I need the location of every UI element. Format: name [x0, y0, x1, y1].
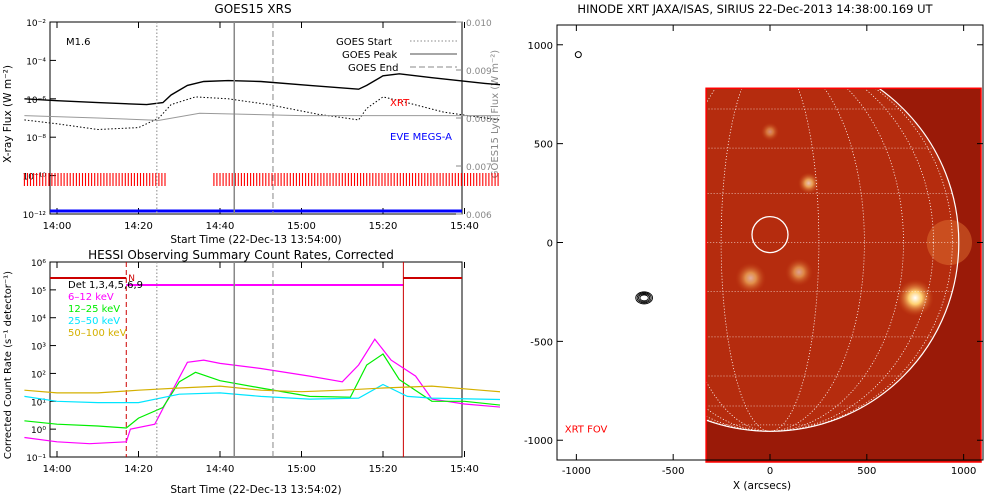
xrt-contour — [638, 293, 651, 303]
hessi-series-line — [24, 383, 500, 404]
xrt-xtick-label: -1000 — [562, 466, 591, 477]
xrt-xlabel: X (arcsecs) — [733, 480, 791, 492]
xrt-bright-region — [896, 279, 934, 317]
goes-y2tick-label: 0.009 — [466, 67, 492, 77]
goes-ytick-label: 10⁻⁸ — [26, 134, 46, 144]
goes-xrt-coverage-bars — [23, 173, 499, 186]
goes-xtick-label: 14:20 — [124, 221, 153, 232]
hessi-plot-area: 14:00 14:20 14:40 15:00 15:20 15:40 10⁶ 10⁵ 10⁴ 1… — [24, 259, 500, 475]
hessi-title: HESSI Observing Summary Count Rates, Cor… — [88, 248, 394, 262]
goes-ytick-label: 10⁻⁶ — [26, 96, 46, 106]
goes-xtick-label: 14:40 — [206, 221, 235, 232]
hessi-xtick-label: 14:40 — [206, 464, 235, 475]
goes-legend-label: GOES Start — [336, 37, 392, 48]
hessi-xlabel: Start Time (22-Dec-13 13:54:02) — [170, 484, 341, 496]
goes-xtick-label: 15:00 — [287, 221, 316, 232]
goes-xtick-label: 15:40 — [450, 221, 479, 232]
hessi-xtick-label: 15:40 — [450, 464, 479, 475]
goes-title: GOES15 XRS — [214, 2, 291, 16]
goes-xtick-label: 15:20 — [369, 221, 398, 232]
goes-y2tick-label: 0.007 — [466, 163, 492, 173]
hessi-ytick-label: 10² — [31, 370, 46, 380]
hessi-ylabel: Corrected Count Rate (s⁻¹ detector⁻¹) — [3, 271, 14, 459]
goes-xrt-label: XRT — [390, 98, 410, 109]
hessi-legend-label: 12–25 keV — [68, 304, 120, 315]
xrt-xtick-label: 1000 — [951, 466, 976, 477]
xrt-contour — [635, 291, 653, 305]
goes-ytick-label: 10⁻¹² — [23, 211, 47, 221]
goes-xrs-panel: GOES15 XRS Start Time (22-Dec-13 13:54:0… — [2, 2, 500, 246]
xrt-title: HINODE XRT JAXA/ISAS, SIRIUS 22-Dec-2013… — [577, 2, 933, 16]
xrt-fov-box — [705, 87, 982, 463]
hessi-xtick-label: 15:00 — [287, 464, 316, 475]
hessi-xtick-label: 14:20 — [124, 464, 153, 475]
goes-y2tick-label: 0.006 — [466, 211, 492, 221]
goes-y2tick-label: 0.008 — [466, 115, 492, 125]
goes-series-line — [24, 96, 500, 131]
xrt-bright-region — [760, 122, 780, 142]
hessi-series-line — [24, 353, 500, 429]
hessi-ytick-label: 10⁻¹ — [26, 454, 46, 464]
hessi-xtick-label: 14:00 — [43, 464, 72, 475]
xrt-xtick-label: -500 — [662, 466, 685, 477]
hessi-ytick-label: 10⁵ — [31, 287, 46, 297]
hessi-legend-label: Det 1,3,4,5,6,9 — [68, 280, 143, 291]
goes-ytick-label: 10⁻² — [26, 19, 46, 29]
goes-y2tick-label: 0.010 — [466, 19, 492, 29]
goes-flare-class: M1.6 — [66, 37, 91, 48]
xrt-hessi-circle — [751, 215, 789, 254]
xrt-ytick-label: -500 — [530, 337, 553, 348]
goes-y2label: GOES15 Lyα Flux (W m⁻²) — [490, 50, 500, 178]
goes-ytick-label: 10⁻⁴ — [26, 57, 46, 67]
goes-plot-area: 14:00 14:20 14:40 15:00 15:20 15:40 10⁻² 10⁻⁴ 10… — [23, 19, 500, 232]
xrt-contour — [639, 294, 649, 302]
goes-legend-label: GOES End — [348, 63, 398, 74]
xrt-image — [706, 88, 981, 462]
goes-ytick-label: 10⁻¹⁰ — [23, 173, 47, 183]
xrt-ytick-label: 500 — [534, 140, 553, 151]
xrt-xtick-label: 0 — [767, 466, 773, 477]
goes-legend-label: GOES Peak — [342, 50, 397, 61]
hessi-series-line — [24, 338, 500, 445]
hessi-legend-label: 50–100 keV — [68, 328, 127, 339]
xrt-bright-region — [735, 262, 767, 294]
hessi-ytick-label: 10¹ — [31, 398, 46, 408]
goes-series-line — [24, 73, 500, 106]
xrt-bright-region — [797, 172, 820, 195]
hessi-ytick-label: 10³ — [31, 343, 46, 353]
xrt-ytick-label: 1000 — [528, 41, 553, 52]
xrt-image-panel: HINODE XRT JAXA/ISAS, SIRIUS 22-Dec-2013… — [524, 2, 984, 492]
hessi-flag-label: N — [128, 274, 135, 284]
xrt-xtick-label: 500 — [857, 466, 876, 477]
xrt-lon-line — [706, 88, 904, 432]
hessi-legend-label: 25–50 keV — [68, 316, 120, 327]
xrt-bright-region — [785, 258, 813, 287]
xrt-solar-disk — [706, 88, 959, 432]
xrt-plot-area: XRT FOV -1000 -500 0 500 1000 1000 500 0 -500 -100… — [524, 24, 984, 477]
hessi-series-line — [24, 385, 500, 394]
xrt-ytick-label: -1000 — [524, 436, 553, 447]
xrt-contour — [636, 292, 652, 304]
xrt-marker-circle — [574, 51, 582, 59]
hessi-legend-label: 6–12 keV — [68, 292, 114, 303]
hessi-ytick-label: 10⁴ — [31, 315, 46, 325]
xrt-fov-label: XRT FOV — [565, 424, 608, 435]
goes-series-line — [24, 112, 500, 121]
xrt-ytick-label: 0 — [547, 239, 553, 250]
hessi-ytick-label: 10⁶ — [31, 259, 46, 269]
hessi-panel: HESSI Observing Summary Count Rates, Cor… — [3, 248, 500, 496]
hessi-xtick-label: 15:20 — [369, 464, 398, 475]
hessi-ytick-label: 10⁰ — [31, 426, 46, 436]
goes-eve-label: EVE MEGS-A — [390, 132, 452, 143]
xrt-limb — [706, 88, 960, 432]
goes-xtick-label: 14:00 — [43, 221, 72, 232]
goes-xlabel: Start Time (22-Dec-13 13:54:00) — [170, 234, 341, 246]
goes-ylabel: X-ray Flux (W m⁻²) — [2, 65, 14, 163]
hessi-axes-box — [49, 261, 463, 458]
xrt-limb-glow — [926, 219, 973, 266]
